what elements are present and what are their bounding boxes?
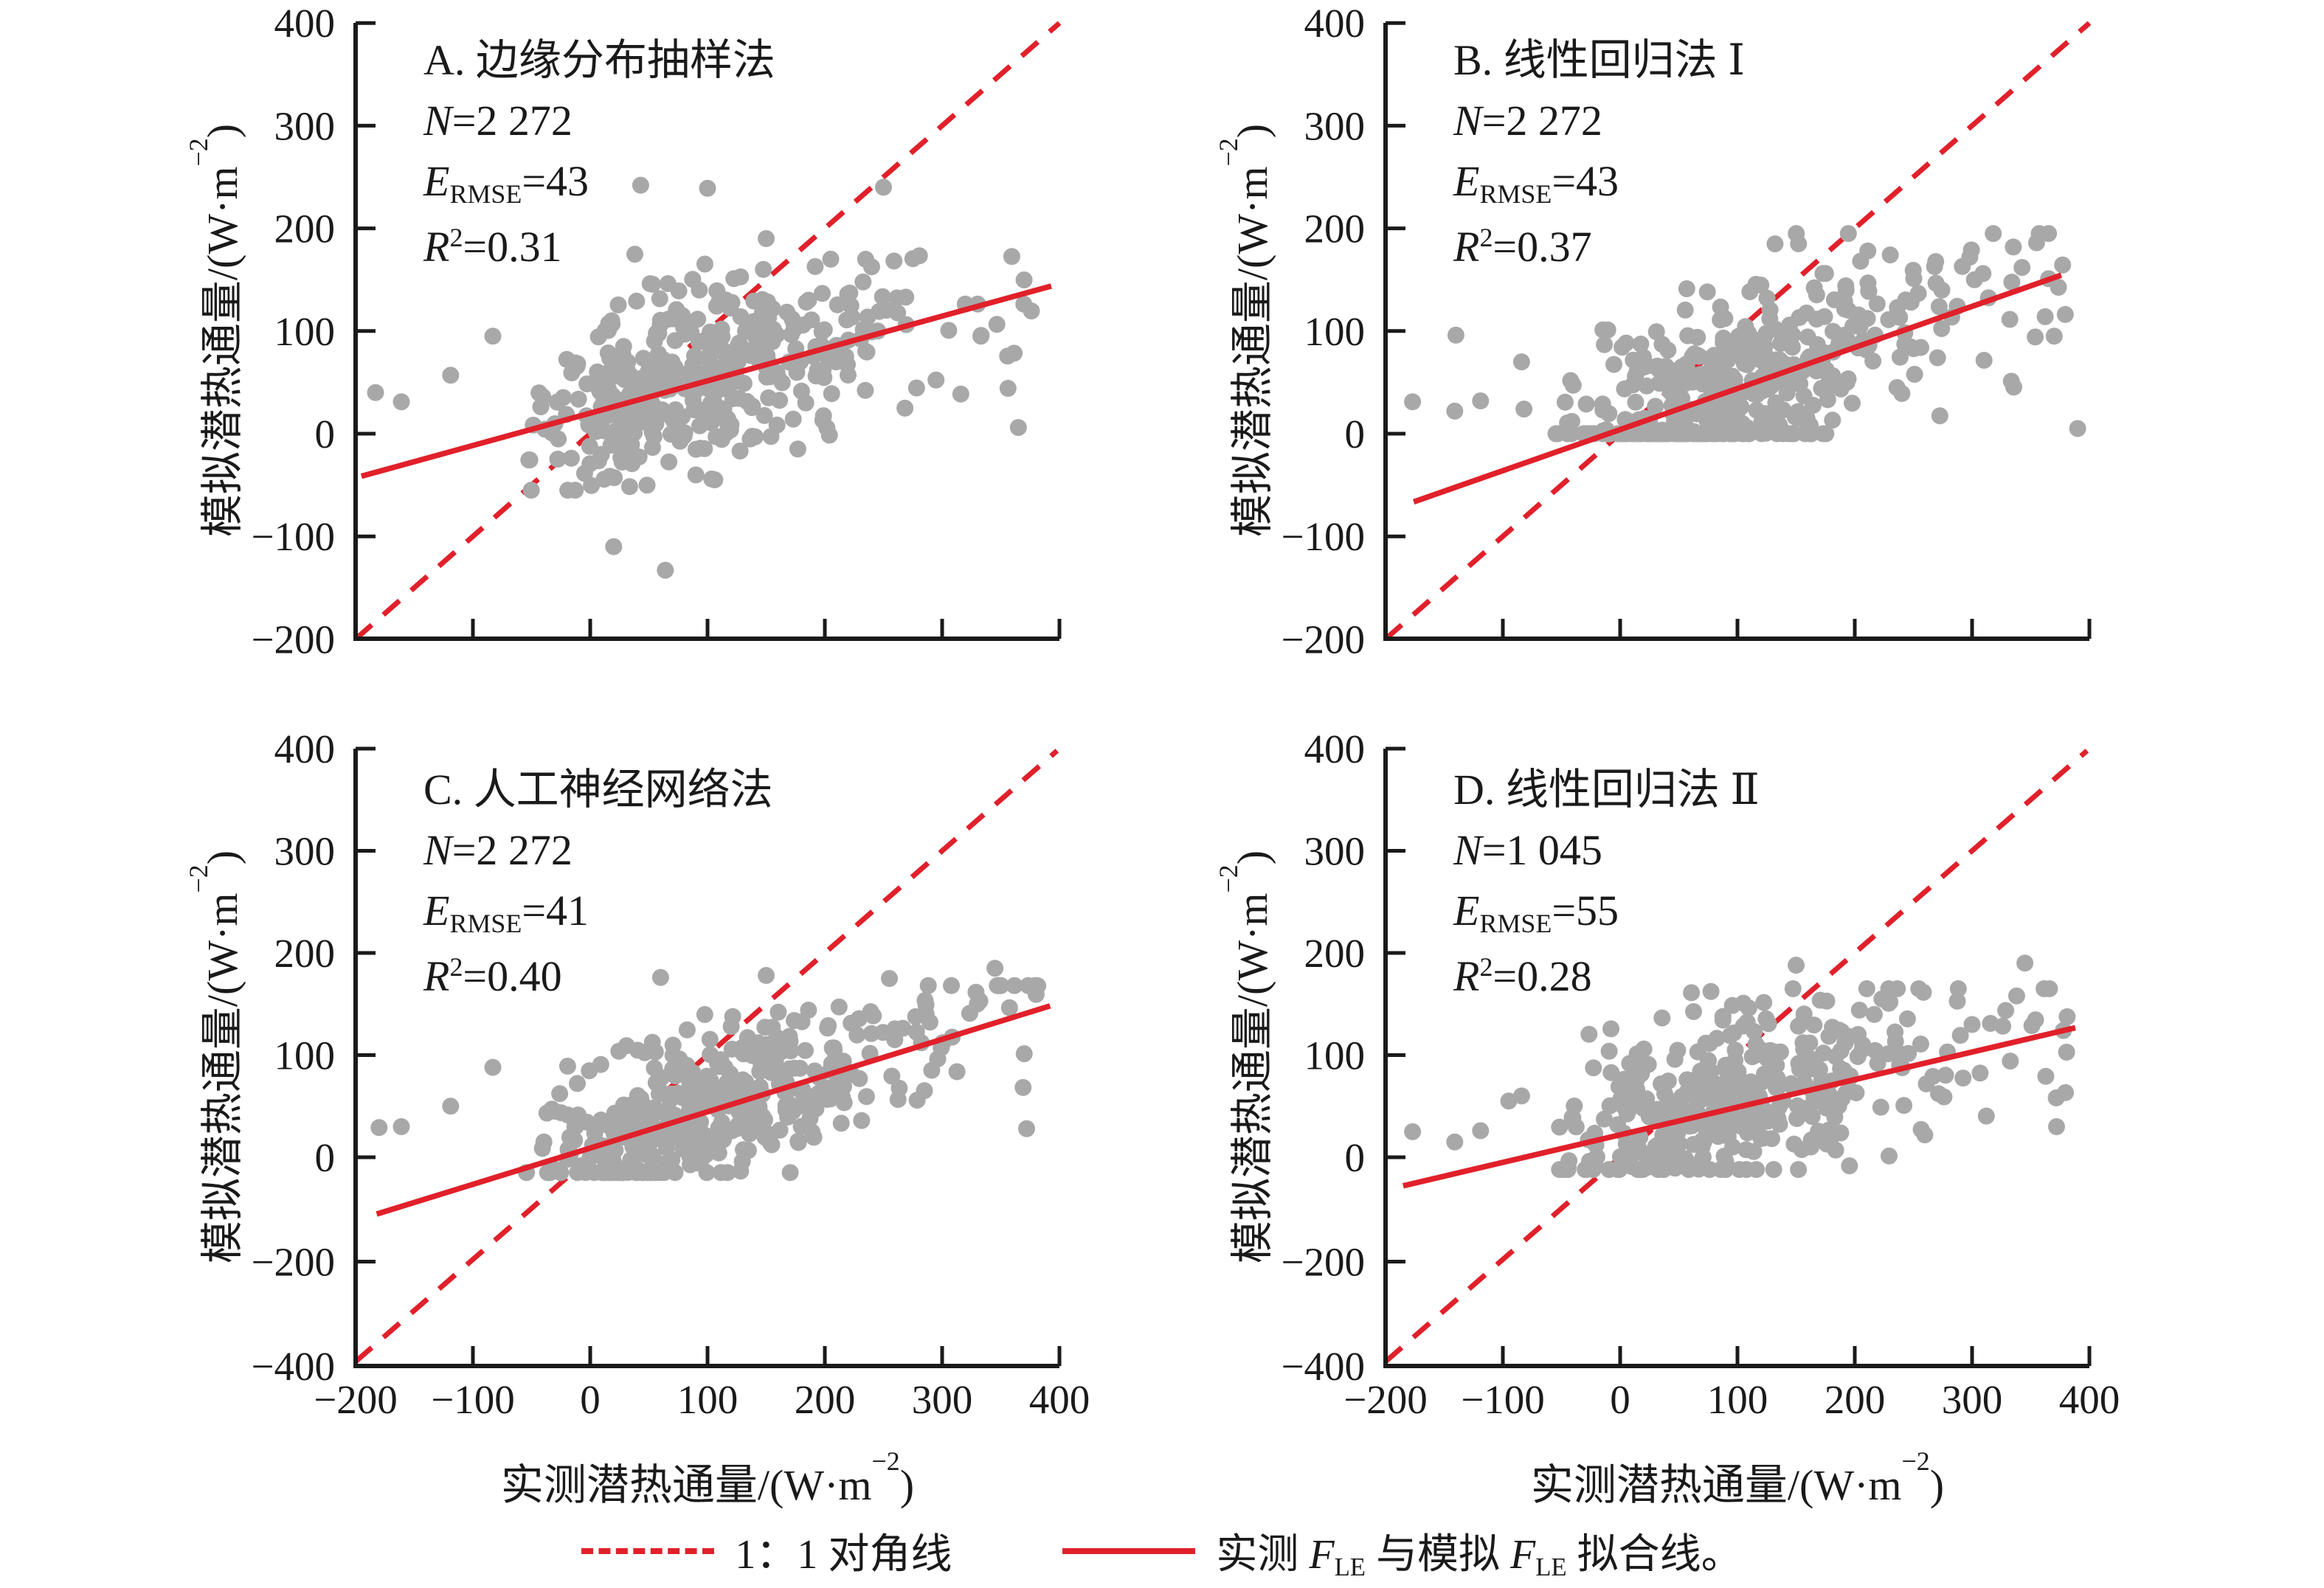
panel-B-title: B. 线性回归法 Ⅰ	[1453, 36, 1746, 84]
panel-D-title: D. 线性回归法 Ⅱ	[1453, 766, 1760, 814]
svg-text:−400: −400	[251, 1344, 335, 1389]
x-axis-B	[1383, 619, 2092, 639]
svg-text:−200: −200	[251, 617, 335, 662]
svg-text:100: 100	[274, 309, 336, 354]
svg-text:300: 300	[274, 829, 336, 874]
panel-A-rmse: ERMSE=43	[423, 157, 589, 209]
svg-text:100: 100	[274, 1033, 336, 1078]
diagonal-line-swatch	[581, 1547, 715, 1554]
panel-B-r2: R2=0.37	[1453, 223, 1592, 271]
legend-item-fit: 实测 FLE 与模拟 FLE 拟合线。	[1062, 1521, 1743, 1581]
legend: 1：1 对角线 实测 FLE 与模拟 FLE 拟合线。	[0, 1521, 2324, 1581]
panel-B-n: N=2 272	[1453, 97, 1602, 145]
panel-C-r2: R2=0.40	[423, 952, 562, 1000]
panel-A-r2: R2=0.31	[423, 223, 562, 271]
svg-text:300: 300	[274, 103, 336, 148]
svg-text:−200: −200	[1343, 1377, 1428, 1422]
svg-text:200: 200	[1304, 207, 1366, 252]
svg-text:400: 400	[274, 1, 336, 46]
svg-text:100: 100	[1304, 1033, 1366, 1078]
svg-text:400: 400	[2059, 1377, 2120, 1422]
panel-D-n: N=1 045	[1453, 826, 1602, 874]
fit-line-D	[1402, 1024, 2076, 1189]
svg-text:100: 100	[677, 1377, 739, 1422]
svg-text:−100: −100	[1281, 514, 1365, 559]
svg-text:−400: −400	[1281, 1344, 1365, 1389]
panel-A-annotation: A. 边缘分布抽样法 N=2 272 ERMSE=43 R2=0.31	[423, 30, 775, 282]
x-axis-D: −200 −100 0 100 200 300 400	[1343, 1346, 2120, 1422]
y-axis-title-A: 模拟潜热通量/(W·m−2)	[183, 123, 246, 538]
diagonal-line-D	[1383, 749, 2089, 1364]
svg-text:400: 400	[274, 727, 336, 772]
panel-D-rmse: ERMSE=55	[1453, 887, 1619, 939]
svg-text:200: 200	[1825, 1377, 1886, 1422]
panel-C-annotation: C. 人工神经网络法 N=2 272 ERMSE=41 R2=0.40	[423, 760, 773, 1012]
svg-text:−100: −100	[1461, 1377, 1545, 1422]
svg-text:300: 300	[912, 1377, 973, 1422]
svg-text:−200: −200	[314, 1377, 398, 1422]
svg-text:−100: −100	[431, 1377, 515, 1422]
svg-text:0: 0	[315, 412, 336, 457]
fit-line-swatch	[1062, 1547, 1196, 1554]
svg-text:−200: −200	[251, 1240, 335, 1285]
svg-text:−100: −100	[251, 514, 335, 559]
fit-line-A	[360, 283, 1052, 479]
svg-text:0: 0	[580, 1377, 601, 1422]
y-axis-D: 400 300 200 100 0 −200 −400	[1281, 727, 1405, 1389]
svg-text:300: 300	[1304, 103, 1366, 148]
svg-text:200: 200	[795, 1377, 856, 1422]
panel-A-n: N=2 272	[423, 97, 573, 145]
svg-text:300: 300	[1304, 829, 1366, 874]
panel-C-n: N=2 272	[423, 826, 573, 874]
x-axis-title-C: 实测潜热通量/(W·m−2)	[500, 1446, 915, 1509]
scatter-points-D	[1404, 954, 2076, 1179]
fit-legend-label: 实测 FLE 与模拟 FLE 拟合线。	[1216, 1532, 1743, 1581]
panel-C-title: C. 人工神经网络法	[423, 766, 773, 814]
panel-B-rmse: ERMSE=43	[1453, 157, 1619, 209]
fit-line-C	[376, 1003, 1051, 1217]
panel-B-annotation: B. 线性回归法 Ⅰ N=2 272 ERMSE=43 R2=0.37	[1453, 30, 1745, 282]
svg-text:200: 200	[274, 207, 336, 252]
panel-D-r2: R2=0.28	[1453, 952, 1592, 1000]
svg-text:0: 0	[1345, 1135, 1366, 1180]
svg-text:0: 0	[1345, 412, 1366, 457]
panel-A-title: A. 边缘分布抽样法	[423, 36, 775, 84]
y-axis-A: 400 300 200 100 0 −100 −200	[251, 1, 376, 662]
svg-text:−200: −200	[1281, 617, 1365, 662]
svg-text:0: 0	[315, 1135, 336, 1180]
panel-B: 400 300 200 100 0 −100 −200	[1281, 1, 2092, 662]
y-axis-title-C: 模拟潜热通量/(W·m−2)	[183, 850, 246, 1264]
svg-text:400: 400	[1029, 1377, 1090, 1422]
svg-text:100: 100	[1304, 309, 1366, 354]
diagonal-line-C	[353, 749, 1059, 1364]
panel-D-annotation: D. 线性回归法 Ⅱ N=1 045 ERMSE=55 R2=0.28	[1453, 760, 1760, 1012]
fit-line-B	[1412, 272, 2063, 505]
y-axis-title-D: 模拟潜热通量/(W·m−2)	[1213, 850, 1276, 1264]
svg-text:−200: −200	[1281, 1240, 1365, 1285]
x-axis-A	[353, 619, 1062, 639]
legend-item-diagonal: 1：1 对角线	[581, 1521, 952, 1581]
diagonal-line-B	[1383, 21, 2092, 642]
x-axis-title-D: 实测潜热通量/(W·m−2)	[1530, 1446, 1945, 1509]
panel-A: 400 300 200 100 0 −100 −200	[251, 1, 1062, 662]
svg-text:300: 300	[1942, 1377, 2003, 1422]
y-axis-B: 400 300 200 100 0 −100 −200	[1281, 1, 1405, 662]
svg-text:400: 400	[1304, 1, 1366, 46]
svg-text:200: 200	[274, 931, 336, 976]
svg-text:400: 400	[1304, 727, 1366, 772]
y-axis-C: 400 300 200 100 0 −200 −400	[251, 727, 376, 1389]
svg-text:200: 200	[1304, 931, 1366, 976]
x-axis-C: −200 −100 0 100 200 300 400	[314, 1346, 1090, 1422]
diagonal-line-A	[353, 21, 1062, 642]
diagonal-legend-label: 1：1 对角线	[735, 1532, 952, 1578]
panel-C-rmse: ERMSE=41	[423, 887, 589, 939]
y-axis-title-B: 模拟潜热通量/(W·m−2)	[1213, 123, 1276, 538]
svg-text:100: 100	[1707, 1377, 1768, 1422]
svg-text:0: 0	[1610, 1377, 1630, 1422]
